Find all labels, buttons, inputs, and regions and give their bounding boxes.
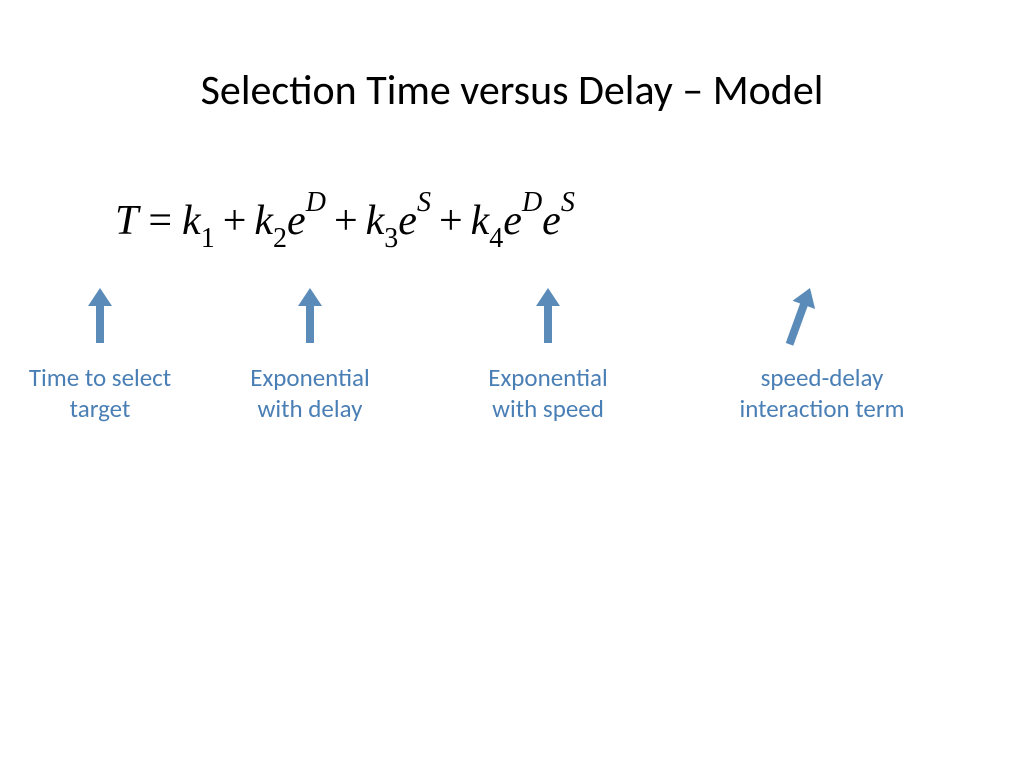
eq-k2-sub: 2 <box>273 223 287 254</box>
eq-e1: e <box>287 198 306 244</box>
equation: T=k1+k2eD+k3eS+k4eDeS <box>115 195 575 251</box>
annotation-label: Exponentialwith speed <box>458 362 638 425</box>
annotation-arrow <box>295 288 325 343</box>
eq-S2: S <box>561 187 575 218</box>
eq-k3-sub: 3 <box>384 223 398 254</box>
eq-plus3: + <box>439 198 463 244</box>
eq-k3: k <box>366 198 385 244</box>
annotation-arrow <box>775 283 824 350</box>
annotation-label: Exponentialwith delay <box>220 362 400 425</box>
eq-e2: e <box>398 198 417 244</box>
eq-S1: S <box>417 187 431 218</box>
eq-D1: D <box>306 187 326 218</box>
annotation-label: speed-delayinteraction term <box>712 362 932 425</box>
eq-D2: D <box>522 187 542 218</box>
eq-k4-sub: 4 <box>489 223 503 254</box>
annotation-arrow <box>533 288 563 343</box>
annotation-label: Time to selecttarget <box>10 362 190 425</box>
eq-k4: k <box>471 198 490 244</box>
annotation-arrow <box>85 288 115 343</box>
eq-k1: k <box>182 198 201 244</box>
eq-plus1: + <box>223 198 247 244</box>
eq-lhs: T <box>115 198 138 244</box>
eq-k2: k <box>254 198 273 244</box>
eq-e4: e <box>542 198 561 244</box>
eq-equals: = <box>148 198 172 244</box>
eq-k1-sub: 1 <box>201 223 215 254</box>
eq-e3: e <box>503 198 522 244</box>
eq-plus2: + <box>334 198 358 244</box>
slide-title: Selection Time versus Delay – Model <box>0 65 1024 116</box>
